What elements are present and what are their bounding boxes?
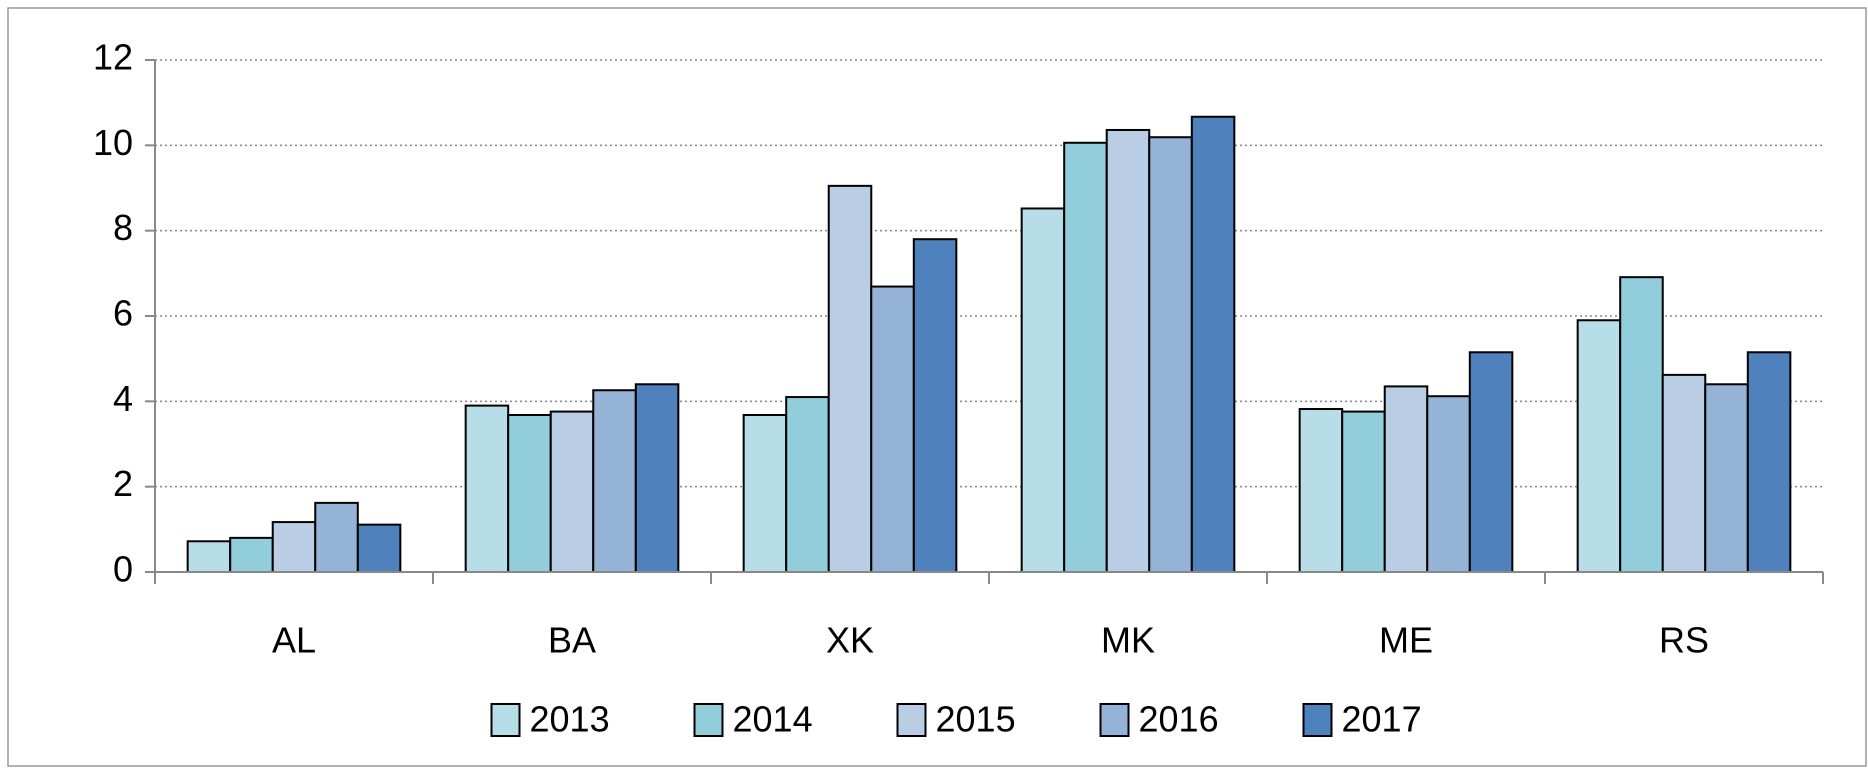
bar — [592, 389, 637, 573]
bar — [634, 383, 680, 573]
bar — [1426, 395, 1471, 574]
bar — [785, 396, 830, 574]
bar — [464, 404, 510, 573]
y-tick-label: 2 — [113, 463, 133, 504]
bar — [314, 501, 359, 574]
y-tick-label: 4 — [113, 378, 133, 419]
y-tick-label: 10 — [93, 122, 133, 163]
bar — [742, 413, 788, 573]
y-tick-label: 6 — [113, 293, 133, 334]
legend-label: 2015 — [936, 699, 1016, 740]
bar — [870, 285, 915, 573]
bar — [1020, 207, 1066, 573]
legend-label: 2016 — [1139, 699, 1219, 740]
bar — [1746, 351, 1792, 573]
bar — [229, 536, 274, 573]
y-tick-label: 8 — [113, 207, 133, 248]
bar — [1576, 319, 1622, 573]
bar — [1704, 383, 1749, 573]
y-tick-label: 12 — [93, 37, 133, 78]
x-tick-label: BA — [548, 620, 596, 661]
bar — [1063, 141, 1108, 573]
bar — [1383, 385, 1429, 573]
bar — [1298, 408, 1344, 573]
legend-swatch — [1099, 703, 1130, 737]
legend-label: 2013 — [530, 699, 610, 740]
x-tick-label: AL — [272, 620, 316, 661]
legend-label: 2017 — [1342, 699, 1422, 740]
bar — [186, 540, 232, 574]
bar — [356, 523, 402, 574]
bar — [507, 413, 552, 573]
bar — [1468, 351, 1514, 573]
bar — [912, 238, 958, 573]
bar — [1148, 136, 1193, 574]
chart-frame — [7, 7, 1867, 767]
x-tick-label: ME — [1379, 620, 1433, 661]
bar — [1190, 115, 1236, 573]
legend-swatch — [1302, 703, 1333, 737]
bar — [271, 521, 317, 574]
legend-swatch — [693, 703, 724, 737]
x-tick-label: RS — [1659, 620, 1709, 661]
legend-swatch — [896, 703, 927, 737]
bar — [1619, 276, 1664, 573]
x-tick-label: MK — [1101, 620, 1155, 661]
legend-label: 2014 — [733, 699, 813, 740]
bar — [1105, 128, 1151, 573]
bar — [549, 410, 595, 573]
bar — [1661, 373, 1707, 573]
y-tick-label: 0 — [113, 549, 133, 590]
x-tick-label: XK — [826, 620, 874, 661]
legend-swatch — [490, 703, 521, 737]
bar — [1341, 410, 1386, 573]
bar — [827, 184, 873, 573]
